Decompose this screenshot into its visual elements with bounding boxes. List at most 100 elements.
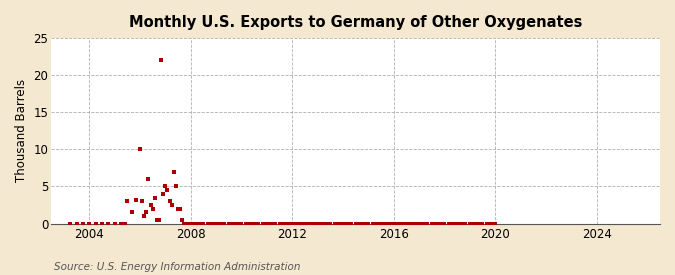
Point bbox=[456, 221, 467, 226]
Point bbox=[435, 221, 446, 226]
Point bbox=[240, 221, 251, 226]
Point bbox=[363, 221, 374, 226]
Point bbox=[227, 221, 238, 226]
Point bbox=[166, 203, 177, 207]
Point bbox=[338, 221, 348, 226]
Point bbox=[386, 221, 397, 226]
Point bbox=[236, 221, 247, 226]
Point bbox=[371, 221, 382, 226]
Point bbox=[405, 221, 416, 226]
Point bbox=[350, 221, 361, 226]
Point bbox=[103, 221, 113, 226]
Point bbox=[143, 177, 154, 181]
Point bbox=[380, 221, 391, 226]
Point bbox=[215, 221, 226, 226]
Point bbox=[175, 207, 186, 211]
Title: Monthly U.S. Exports to Germany of Other Oxygenates: Monthly U.S. Exports to Germany of Other… bbox=[129, 15, 583, 30]
Point bbox=[158, 192, 169, 196]
Point bbox=[304, 221, 315, 226]
Point bbox=[333, 221, 344, 226]
Y-axis label: Thousand Barrels: Thousand Barrels bbox=[15, 79, 28, 182]
Point bbox=[232, 221, 242, 226]
Point bbox=[384, 221, 395, 226]
Point bbox=[141, 210, 152, 215]
Point bbox=[414, 221, 425, 226]
Point bbox=[422, 221, 433, 226]
Point bbox=[460, 221, 471, 226]
Point bbox=[207, 221, 217, 226]
Point bbox=[149, 196, 160, 200]
Point bbox=[261, 221, 272, 226]
Point bbox=[177, 218, 188, 222]
Point bbox=[173, 207, 184, 211]
Point bbox=[393, 221, 404, 226]
Point bbox=[190, 221, 200, 226]
Point bbox=[147, 207, 158, 211]
Point bbox=[472, 221, 483, 226]
Point bbox=[403, 221, 414, 226]
Point bbox=[490, 221, 501, 226]
Point bbox=[270, 221, 281, 226]
Point bbox=[164, 199, 175, 204]
Point bbox=[71, 221, 82, 226]
Point bbox=[266, 221, 277, 226]
Point bbox=[97, 221, 107, 226]
Point bbox=[397, 221, 408, 226]
Point bbox=[139, 214, 150, 218]
Point bbox=[287, 221, 298, 226]
Point bbox=[154, 218, 165, 222]
Point bbox=[90, 221, 101, 226]
Point bbox=[431, 221, 441, 226]
Point bbox=[109, 221, 120, 226]
Point bbox=[468, 221, 479, 226]
Point bbox=[130, 198, 141, 202]
Point bbox=[244, 221, 255, 226]
Point bbox=[388, 221, 399, 226]
Point bbox=[253, 221, 264, 226]
Point bbox=[377, 221, 388, 226]
Point bbox=[412, 221, 423, 226]
Point bbox=[325, 221, 335, 226]
Point bbox=[312, 221, 323, 226]
Point bbox=[427, 221, 437, 226]
Point bbox=[321, 221, 331, 226]
Point bbox=[134, 147, 145, 152]
Point bbox=[162, 188, 173, 192]
Point bbox=[65, 221, 76, 226]
Point bbox=[342, 221, 352, 226]
Point bbox=[198, 221, 209, 226]
Point bbox=[115, 221, 126, 226]
Point bbox=[249, 221, 260, 226]
Point bbox=[358, 221, 369, 226]
Point bbox=[168, 169, 179, 174]
Point bbox=[306, 221, 317, 226]
Point bbox=[84, 221, 95, 226]
Point bbox=[464, 221, 475, 226]
Point bbox=[192, 221, 202, 226]
Point bbox=[382, 221, 393, 226]
Point bbox=[194, 221, 205, 226]
Point bbox=[78, 221, 88, 226]
Point bbox=[443, 221, 454, 226]
Point bbox=[282, 221, 293, 226]
Point bbox=[407, 221, 418, 226]
Point bbox=[302, 221, 313, 226]
Point bbox=[291, 221, 302, 226]
Point bbox=[188, 221, 198, 226]
Point bbox=[257, 221, 268, 226]
Point bbox=[390, 221, 401, 226]
Point bbox=[211, 221, 221, 226]
Point bbox=[395, 221, 406, 226]
Point bbox=[126, 210, 137, 215]
Point bbox=[485, 221, 496, 226]
Point bbox=[329, 221, 340, 226]
Point bbox=[354, 221, 365, 226]
Point bbox=[184, 221, 194, 226]
Point bbox=[300, 221, 310, 226]
Point bbox=[481, 221, 492, 226]
Point bbox=[452, 221, 462, 226]
Point bbox=[399, 221, 410, 226]
Point bbox=[278, 221, 289, 226]
Point bbox=[179, 221, 190, 226]
Point bbox=[219, 221, 230, 226]
